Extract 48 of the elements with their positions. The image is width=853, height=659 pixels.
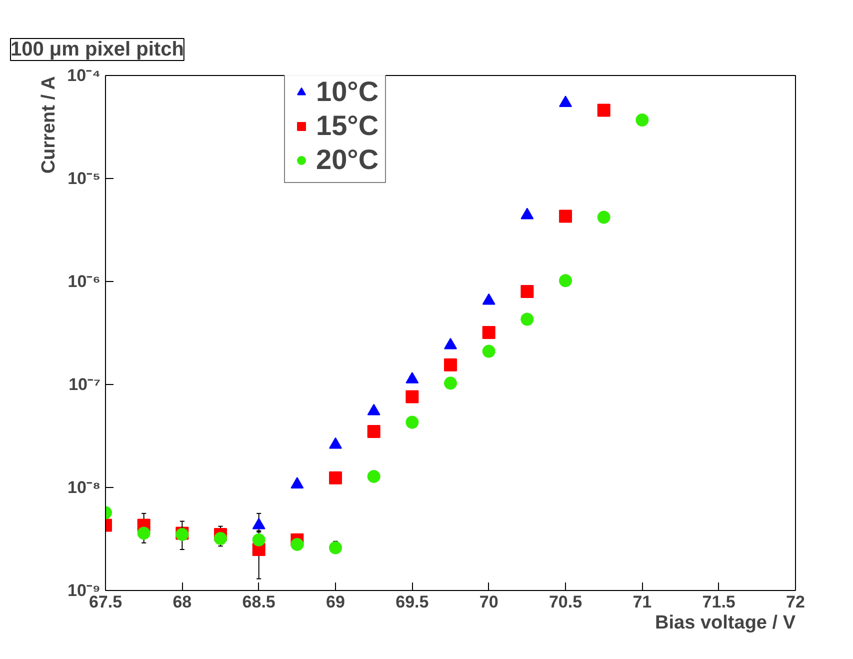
point (367, 424, 380, 438)
y-tick-label: 10⁻⁵ (68, 169, 101, 188)
point (329, 471, 342, 484)
point (214, 532, 227, 545)
point (559, 210, 572, 223)
x-tick-label: 71 (632, 592, 652, 612)
point (482, 293, 496, 305)
point (444, 358, 457, 372)
point (406, 372, 419, 384)
x-tick-label: 71.5 (702, 592, 736, 612)
x-tick-label: 69 (326, 592, 345, 612)
point (482, 344, 496, 358)
point (137, 526, 150, 540)
x-tick-label: 68 (172, 592, 192, 612)
point (444, 338, 457, 350)
x-axis-title: Bias voltage / V (655, 612, 796, 634)
x-tick-label: 69.5 (396, 592, 429, 612)
point (367, 470, 380, 483)
point (444, 376, 457, 390)
y-axis-title: Current / A (38, 76, 60, 174)
point (597, 210, 610, 224)
x-tick-label: 70 (479, 592, 498, 612)
y-tick-label: 10⁻⁷ (68, 375, 101, 394)
point (329, 437, 342, 449)
y-tick-label: 10⁻⁴ (67, 66, 101, 85)
legend-label: 15°C (316, 110, 379, 142)
point (520, 208, 534, 220)
legend-label: 10°C (316, 76, 379, 108)
point (597, 104, 610, 117)
point (636, 113, 649, 126)
point (520, 284, 534, 298)
chart-title: 100 μm pixel pitch (10, 38, 184, 60)
point (290, 538, 304, 551)
point (329, 541, 342, 554)
point (406, 390, 419, 404)
point (520, 312, 534, 326)
point (559, 96, 572, 108)
y-tick-label: 10⁻⁸ (68, 478, 101, 497)
point (367, 404, 380, 416)
point (252, 533, 266, 546)
y-tick-label: 10⁻⁶ (68, 272, 101, 291)
point (559, 274, 572, 288)
legend-label: 20°C (316, 144, 379, 176)
point (406, 416, 419, 429)
x-tick-label: 72 (786, 592, 805, 612)
x-tick-label: 68.5 (242, 592, 276, 612)
point (482, 326, 496, 339)
x-tick-label: 70.5 (548, 592, 582, 612)
